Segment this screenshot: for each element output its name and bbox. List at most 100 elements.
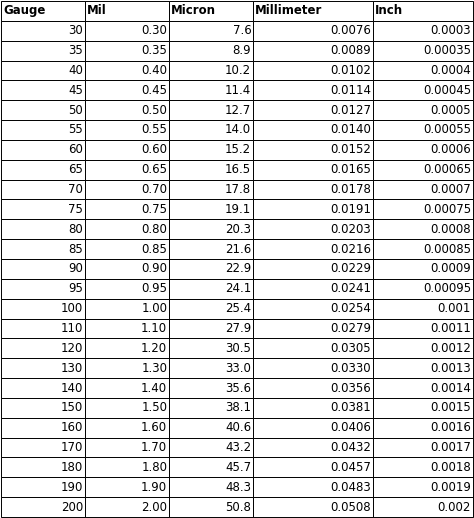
Text: 0.0114: 0.0114 xyxy=(330,84,371,97)
Text: 0.0356: 0.0356 xyxy=(330,381,371,395)
Text: 16.5: 16.5 xyxy=(225,163,251,176)
FancyBboxPatch shape xyxy=(169,61,253,80)
FancyBboxPatch shape xyxy=(253,457,373,477)
Text: 0.001: 0.001 xyxy=(438,302,471,315)
Text: 7.6: 7.6 xyxy=(233,24,251,37)
Text: 0.0005: 0.0005 xyxy=(430,104,471,117)
FancyBboxPatch shape xyxy=(373,358,473,378)
Text: 0.0483: 0.0483 xyxy=(330,481,371,494)
FancyBboxPatch shape xyxy=(373,497,473,517)
FancyBboxPatch shape xyxy=(373,1,473,21)
Text: 0.0203: 0.0203 xyxy=(330,223,371,236)
Text: 0.0140: 0.0140 xyxy=(330,123,371,137)
FancyBboxPatch shape xyxy=(85,378,169,398)
Text: 1.90: 1.90 xyxy=(141,481,167,494)
FancyBboxPatch shape xyxy=(253,41,373,61)
FancyBboxPatch shape xyxy=(373,219,473,239)
FancyBboxPatch shape xyxy=(1,61,85,80)
FancyBboxPatch shape xyxy=(253,100,373,120)
FancyBboxPatch shape xyxy=(373,160,473,180)
FancyBboxPatch shape xyxy=(253,279,373,299)
FancyBboxPatch shape xyxy=(85,438,169,457)
FancyBboxPatch shape xyxy=(253,199,373,219)
FancyBboxPatch shape xyxy=(1,338,85,358)
Text: 1.20: 1.20 xyxy=(141,342,167,355)
FancyBboxPatch shape xyxy=(373,61,473,80)
Text: 95: 95 xyxy=(68,282,83,295)
FancyBboxPatch shape xyxy=(85,259,169,279)
FancyBboxPatch shape xyxy=(373,180,473,199)
Text: 17.8: 17.8 xyxy=(225,183,251,196)
Text: 0.30: 0.30 xyxy=(141,24,167,37)
FancyBboxPatch shape xyxy=(373,100,473,120)
Text: 11.4: 11.4 xyxy=(225,84,251,97)
Text: 0.65: 0.65 xyxy=(141,163,167,176)
Text: Millimeter: Millimeter xyxy=(255,5,322,18)
Text: 0.55: 0.55 xyxy=(141,123,167,137)
Text: 0.0012: 0.0012 xyxy=(430,342,471,355)
Text: 0.0381: 0.0381 xyxy=(330,401,371,414)
Text: 0.00085: 0.00085 xyxy=(423,242,471,255)
FancyBboxPatch shape xyxy=(373,120,473,140)
FancyBboxPatch shape xyxy=(373,259,473,279)
FancyBboxPatch shape xyxy=(253,319,373,338)
Text: 0.002: 0.002 xyxy=(438,500,471,513)
FancyBboxPatch shape xyxy=(253,299,373,319)
FancyBboxPatch shape xyxy=(85,219,169,239)
Text: 190: 190 xyxy=(61,481,83,494)
Text: 20.3: 20.3 xyxy=(225,223,251,236)
FancyBboxPatch shape xyxy=(253,21,373,41)
FancyBboxPatch shape xyxy=(1,418,85,438)
Text: 140: 140 xyxy=(61,381,83,395)
FancyBboxPatch shape xyxy=(169,100,253,120)
Text: 0.0432: 0.0432 xyxy=(330,441,371,454)
Text: 48.3: 48.3 xyxy=(225,481,251,494)
FancyBboxPatch shape xyxy=(169,279,253,299)
FancyBboxPatch shape xyxy=(1,160,85,180)
Text: 0.00055: 0.00055 xyxy=(423,123,471,137)
Text: 0.0007: 0.0007 xyxy=(430,183,471,196)
Text: 0.90: 0.90 xyxy=(141,263,167,276)
FancyBboxPatch shape xyxy=(169,199,253,219)
FancyBboxPatch shape xyxy=(253,378,373,398)
FancyBboxPatch shape xyxy=(85,319,169,338)
Text: 21.6: 21.6 xyxy=(225,242,251,255)
Text: 0.0017: 0.0017 xyxy=(430,441,471,454)
FancyBboxPatch shape xyxy=(169,418,253,438)
Text: 70: 70 xyxy=(68,183,83,196)
FancyBboxPatch shape xyxy=(373,457,473,477)
Text: 38.1: 38.1 xyxy=(225,401,251,414)
FancyBboxPatch shape xyxy=(85,180,169,199)
FancyBboxPatch shape xyxy=(253,140,373,160)
FancyBboxPatch shape xyxy=(169,338,253,358)
FancyBboxPatch shape xyxy=(85,21,169,41)
FancyBboxPatch shape xyxy=(85,61,169,80)
Text: 25.4: 25.4 xyxy=(225,302,251,315)
FancyBboxPatch shape xyxy=(85,80,169,100)
Text: 19.1: 19.1 xyxy=(225,203,251,216)
FancyBboxPatch shape xyxy=(1,80,85,100)
Text: 35.6: 35.6 xyxy=(225,381,251,395)
Text: 40.6: 40.6 xyxy=(225,421,251,434)
FancyBboxPatch shape xyxy=(253,497,373,517)
Text: 0.95: 0.95 xyxy=(141,282,167,295)
Text: 33.0: 33.0 xyxy=(226,362,251,375)
FancyBboxPatch shape xyxy=(169,358,253,378)
Text: 15.2: 15.2 xyxy=(225,143,251,156)
Text: 0.80: 0.80 xyxy=(141,223,167,236)
Text: 14.0: 14.0 xyxy=(225,123,251,137)
Text: 0.0229: 0.0229 xyxy=(330,263,371,276)
FancyBboxPatch shape xyxy=(253,438,373,457)
FancyBboxPatch shape xyxy=(373,319,473,338)
FancyBboxPatch shape xyxy=(169,21,253,41)
Text: 27.9: 27.9 xyxy=(225,322,251,335)
FancyBboxPatch shape xyxy=(373,338,473,358)
FancyBboxPatch shape xyxy=(373,398,473,418)
Text: Mil: Mil xyxy=(87,5,107,18)
FancyBboxPatch shape xyxy=(1,120,85,140)
Text: 22.9: 22.9 xyxy=(225,263,251,276)
Text: 90: 90 xyxy=(68,263,83,276)
FancyBboxPatch shape xyxy=(169,477,253,497)
Text: 0.0102: 0.0102 xyxy=(330,64,371,77)
FancyBboxPatch shape xyxy=(1,319,85,338)
